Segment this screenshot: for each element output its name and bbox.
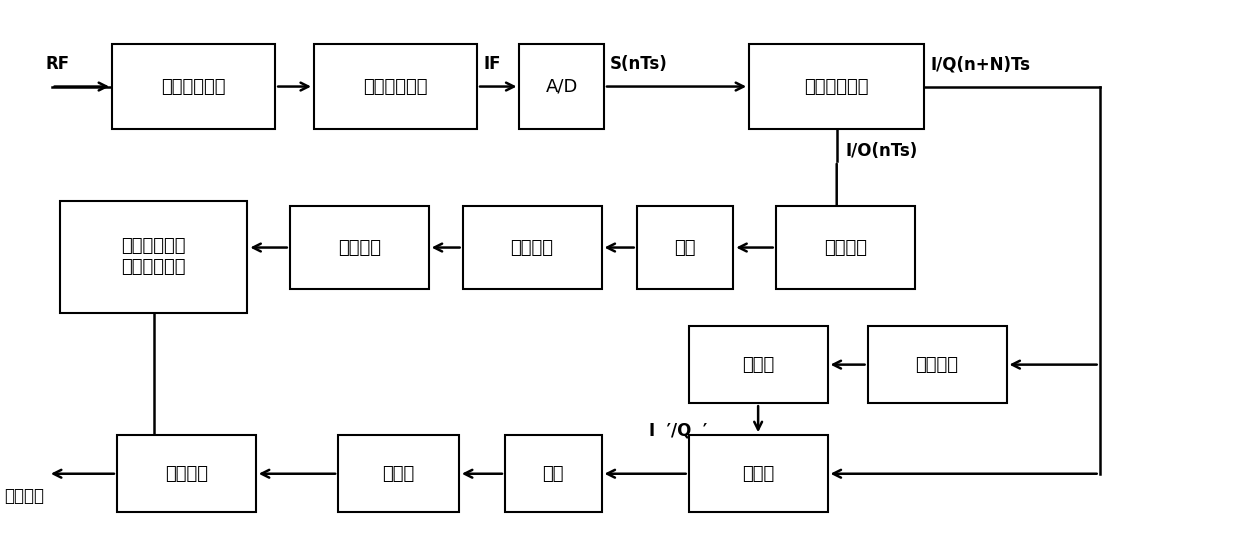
Bar (463, 207, 601, 289)
Bar (60, 201, 248, 313)
Text: A/D: A/D (546, 78, 578, 96)
Text: I/Q(n+N)Ts: I/Q(n+N)Ts (930, 55, 1030, 73)
Text: 下变频至中频: 下变频至中频 (363, 78, 428, 96)
Text: 精测频: 精测频 (382, 465, 414, 483)
Bar (688, 435, 827, 513)
Text: 存数: 存数 (542, 465, 564, 483)
Text: 下变频: 下变频 (742, 465, 774, 483)
Text: I  ′/Q  ′: I ′/Q ′ (650, 422, 708, 440)
Text: 信号检测: 信号检测 (915, 356, 959, 373)
Text: 相干解调: 相干解调 (165, 465, 208, 483)
Text: 下变频至零频: 下变频至零频 (805, 78, 869, 96)
Text: 模拟前端滤波: 模拟前端滤波 (161, 78, 226, 96)
Bar (868, 326, 1007, 403)
Bar (636, 207, 733, 289)
Bar (688, 326, 827, 403)
Bar (776, 207, 915, 289)
Bar (117, 435, 255, 513)
Bar (314, 44, 477, 129)
Bar (520, 44, 604, 129)
Bar (749, 44, 924, 129)
Text: 抽取滤波: 抽取滤波 (337, 239, 381, 257)
Text: 粗测频: 粗测频 (742, 356, 774, 373)
Bar (339, 435, 459, 513)
Text: S(nTs): S(nTs) (610, 55, 668, 73)
Text: I/O(nTs): I/O(nTs) (846, 142, 918, 160)
Bar (290, 207, 429, 289)
Text: 调试样式识别
符号速率估计: 调试样式识别 符号速率估计 (122, 238, 186, 276)
Text: 带宽测量: 带宽测量 (511, 239, 553, 257)
Text: 信号检测: 信号检测 (823, 239, 867, 257)
Text: 存数: 存数 (675, 239, 696, 257)
Bar (505, 435, 601, 513)
Bar (112, 44, 275, 129)
Text: 解调结果: 解调结果 (5, 487, 45, 505)
Text: RF: RF (46, 55, 69, 73)
Text: IF: IF (484, 55, 501, 73)
